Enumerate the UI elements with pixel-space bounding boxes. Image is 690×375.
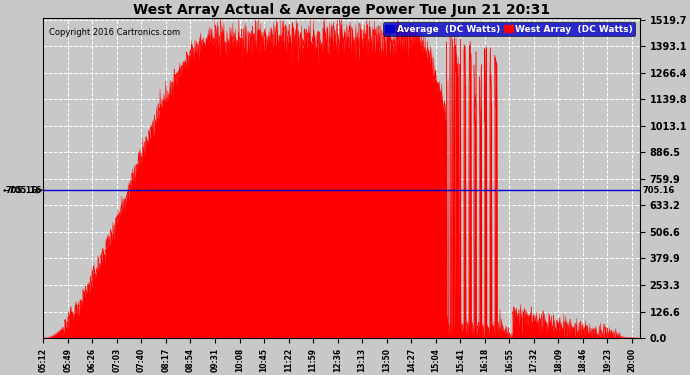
Text: 705.16: 705.16 [5, 186, 37, 195]
Text: Copyright 2016 Cartronics.com: Copyright 2016 Cartronics.com [49, 27, 180, 36]
Text: 705.16: 705.16 [642, 186, 675, 195]
Title: West Array Actual & Average Power Tue Jun 21 20:31: West Array Actual & Average Power Tue Ju… [133, 3, 550, 17]
Text: ←705.16: ←705.16 [3, 186, 42, 195]
Legend: Average  (DC Watts), West Array  (DC Watts): Average (DC Watts), West Array (DC Watts… [383, 22, 635, 36]
